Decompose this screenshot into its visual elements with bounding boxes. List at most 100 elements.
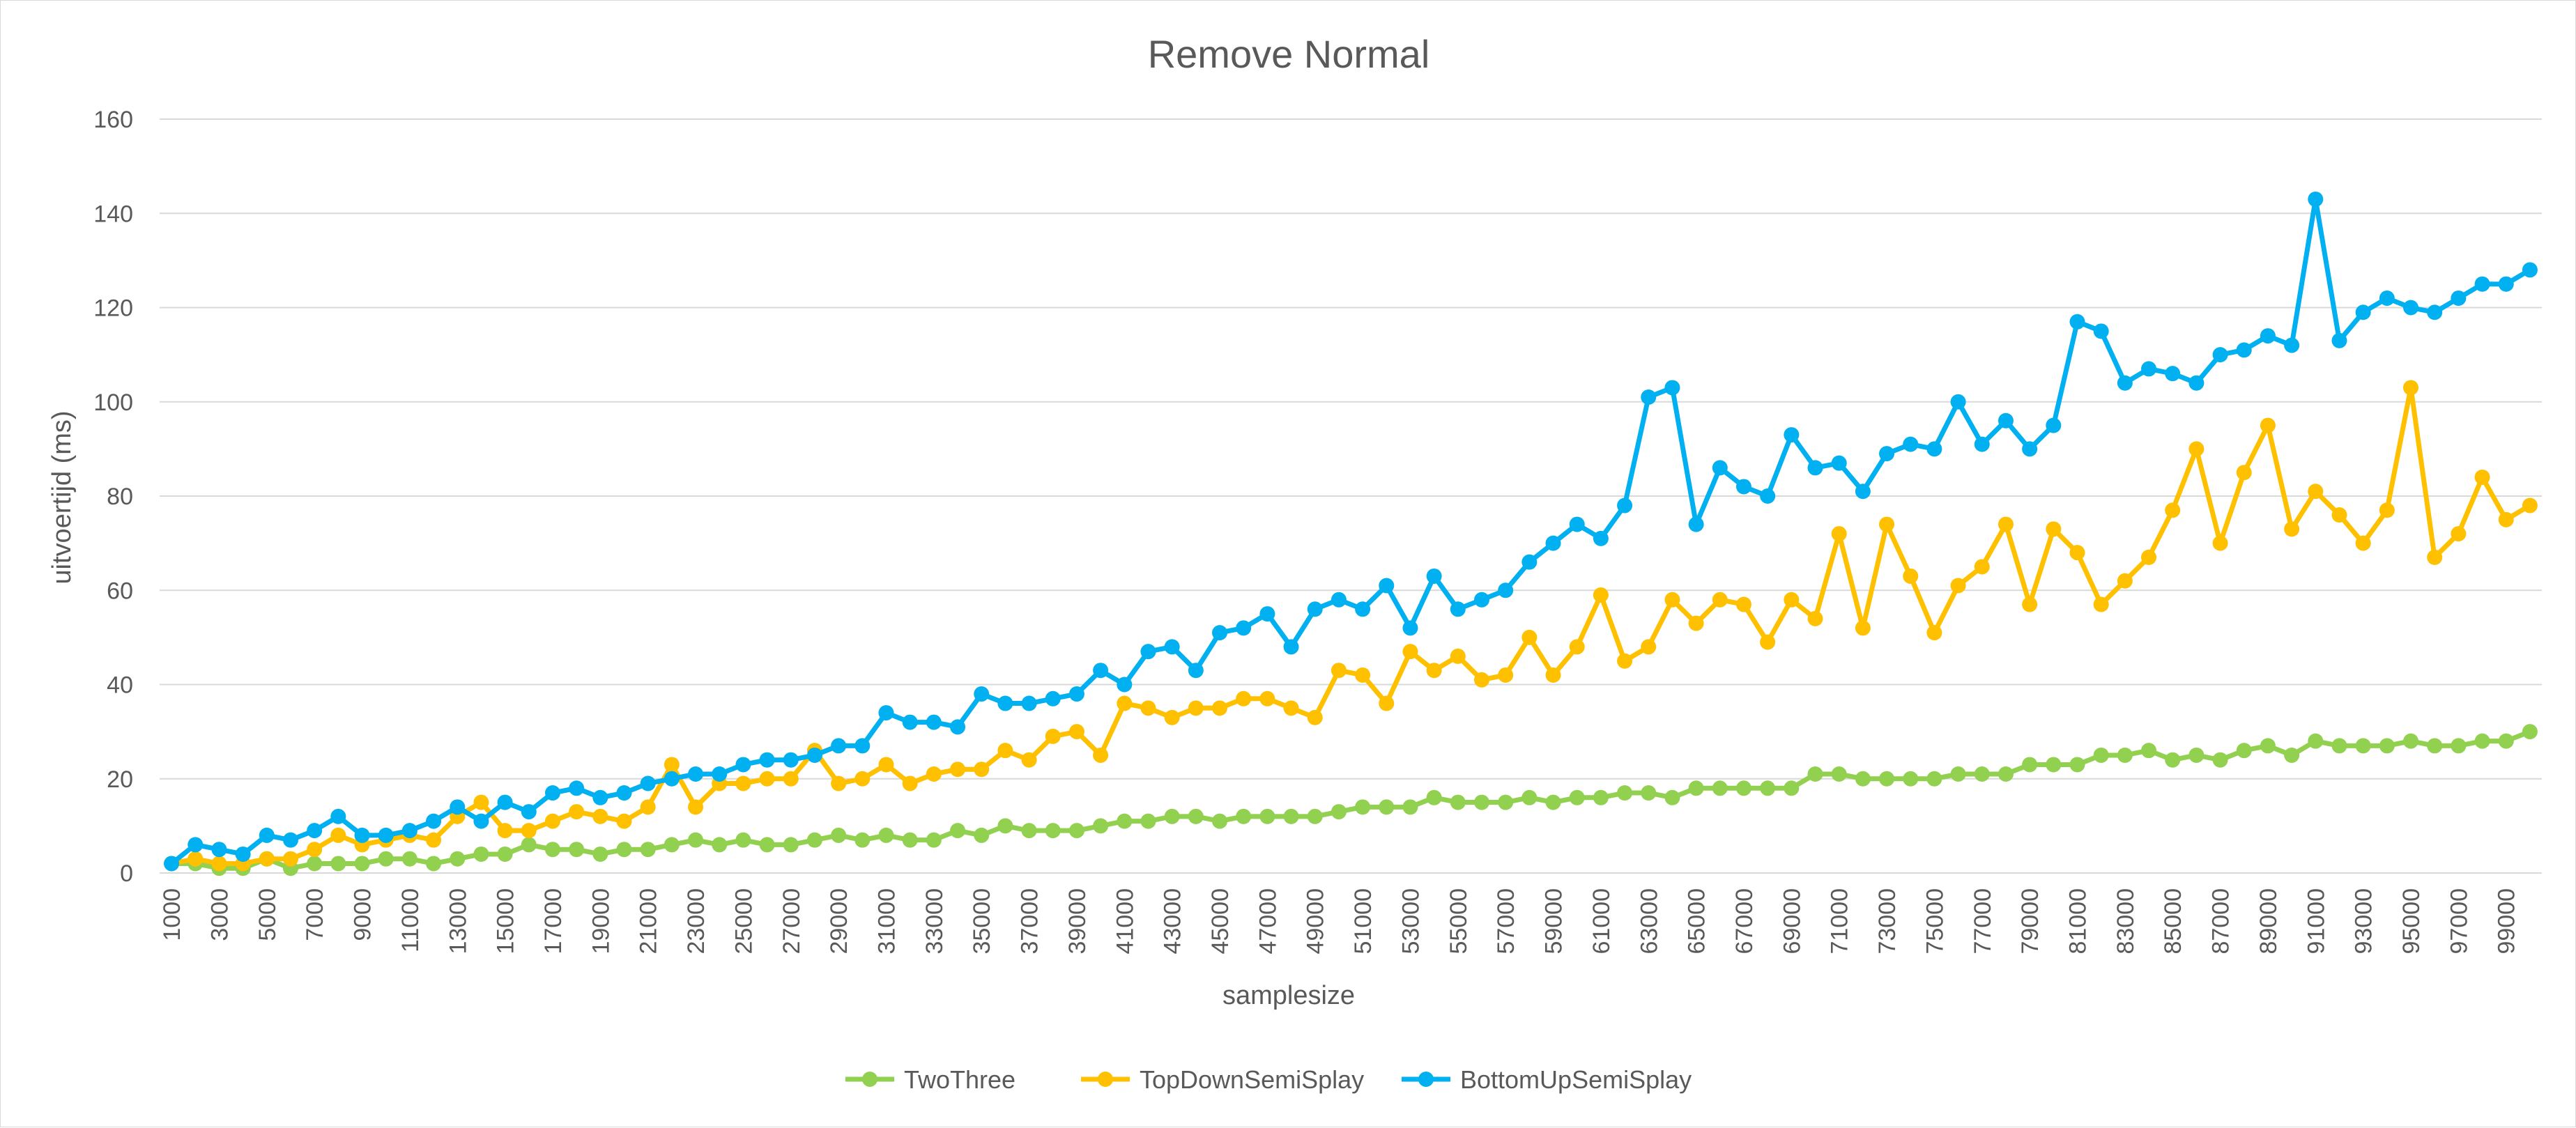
data-point-TopDownSemiSplay <box>1926 625 1942 641</box>
series-line-TopDownSemiSplay <box>169 385 2533 866</box>
data-point-TwoThree <box>450 851 466 867</box>
data-point-BottomUpSemiSplay <box>926 714 942 730</box>
data-point-BottomUpSemiSplay <box>831 738 847 754</box>
data-point-BottomUpSemiSplay <box>1926 441 1942 457</box>
data-point-BottomUpSemiSplay <box>1379 578 1395 594</box>
x-tick-label: 81000 <box>2064 888 2091 955</box>
series-TwoThree <box>164 724 2538 876</box>
data-point-TopDownSemiSplay <box>1188 700 1204 716</box>
data-point-TopDownSemiSplay <box>902 775 918 791</box>
data-point-BottomUpSemiSplay <box>1855 484 1871 500</box>
x-tick-label: 99000 <box>2494 888 2520 955</box>
data-point-BottomUpSemiSplay <box>1164 639 1180 655</box>
data-point-TwoThree <box>1569 789 1585 805</box>
data-point-BottomUpSemiSplay <box>2427 304 2443 320</box>
data-point-TwoThree <box>1712 780 1728 796</box>
data-point-TwoThree <box>1402 799 1418 815</box>
data-point-BottomUpSemiSplay <box>1045 690 1061 706</box>
data-point-TopDownSemiSplay <box>1831 526 1847 542</box>
data-point-TopDownSemiSplay <box>1998 516 2014 532</box>
data-point-TopDownSemiSplay <box>1259 690 1275 706</box>
y-tick-label: 100 <box>93 389 133 416</box>
data-point-TopDownSemiSplay <box>1164 709 1180 725</box>
legend-item-TopDownSemiSplay: TopDownSemiSplay <box>1081 1065 1364 1094</box>
data-point-TwoThree <box>1950 766 1966 782</box>
data-point-BottomUpSemiSplay <box>330 808 346 824</box>
data-point-BottomUpSemiSplay <box>259 827 275 843</box>
data-point-TopDownSemiSplay <box>783 771 799 787</box>
legend: TwoThree TopDownSemiSplay BottomUpSemiSpla… <box>845 1065 1692 1094</box>
data-point-TwoThree <box>854 832 871 848</box>
data-point-TopDownSemiSplay <box>1068 724 1084 740</box>
y-axis-tick-labels: 0 20 40 60 80 100 120 140 160 <box>93 107 133 887</box>
data-point-TwoThree <box>497 846 513 862</box>
x-tick-label: 21000 <box>636 888 662 955</box>
legend-swatch-marker <box>862 1072 877 1087</box>
data-point-BottomUpSemiSplay <box>2188 375 2205 391</box>
data-point-TopDownSemiSplay <box>2165 502 2181 518</box>
data-point-BottomUpSemiSplay <box>1140 644 1156 660</box>
x-tick-label: 33000 <box>921 888 948 955</box>
x-tick-label: 85000 <box>2160 888 2186 955</box>
data-point-BottomUpSemiSplay <box>902 714 918 730</box>
data-point-BottomUpSemiSplay <box>1331 592 1347 608</box>
data-point-BottomUpSemiSplay <box>854 738 871 754</box>
data-point-BottomUpSemiSplay <box>307 823 323 839</box>
x-tick-label: 47000 <box>1255 888 1281 955</box>
data-point-TwoThree <box>1021 823 1037 839</box>
data-point-TwoThree <box>1473 794 1489 810</box>
data-point-TwoThree <box>1974 766 1990 782</box>
data-point-TopDownSemiSplay <box>1117 695 1133 711</box>
data-point-TwoThree <box>1831 766 1847 782</box>
data-point-TopDownSemiSplay <box>211 856 227 872</box>
data-point-TwoThree <box>1903 771 1919 787</box>
data-point-BottomUpSemiSplay <box>378 827 394 843</box>
data-point-TwoThree <box>1855 771 1871 787</box>
data-point-TopDownSemiSplay <box>1473 672 1489 688</box>
data-point-TopDownSemiSplay <box>2046 521 2062 537</box>
data-point-BottomUpSemiSplay <box>1593 530 1609 546</box>
data-point-BottomUpSemiSplay <box>187 837 204 853</box>
data-point-TwoThree <box>2331 738 2347 754</box>
x-tick-label: 43000 <box>1160 888 1186 955</box>
data-point-BottomUpSemiSplay <box>282 832 298 848</box>
x-tick-label: 29000 <box>826 888 852 955</box>
data-point-TwoThree <box>1593 789 1609 805</box>
data-point-BottomUpSemiSplay <box>2308 191 2324 207</box>
data-point-BottomUpSemiSplay <box>2474 276 2490 292</box>
data-point-TopDownSemiSplay <box>1545 667 1561 683</box>
data-point-TopDownSemiSplay <box>2427 549 2443 565</box>
data-point-BottomUpSemiSplay <box>783 752 799 768</box>
data-point-BottomUpSemiSplay <box>1641 389 1657 405</box>
data-point-BottomUpSemiSplay <box>735 757 751 773</box>
data-point-TwoThree <box>2046 757 2062 773</box>
data-point-BottomUpSemiSplay <box>473 813 489 829</box>
x-tick-label: 87000 <box>2208 888 2234 955</box>
x-tick-label: 63000 <box>1636 888 1662 955</box>
data-point-TopDownSemiSplay <box>1760 634 1776 650</box>
x-tick-label: 17000 <box>540 888 567 955</box>
data-point-BottomUpSemiSplay <box>2022 441 2038 457</box>
data-point-TopDownSemiSplay <box>2308 484 2324 500</box>
data-point-TopDownSemiSplay <box>282 851 298 867</box>
data-point-TwoThree <box>1093 818 1109 834</box>
data-point-BottomUpSemiSplay <box>1688 516 1704 532</box>
data-point-TopDownSemiSplay <box>2093 596 2109 612</box>
x-tick-label: 65000 <box>1684 888 1710 955</box>
data-point-TopDownSemiSplay <box>759 771 775 787</box>
data-point-TopDownSemiSplay <box>1974 559 1990 575</box>
data-point-TwoThree <box>902 832 918 848</box>
data-point-TwoThree <box>2260 738 2276 754</box>
data-point-TwoThree <box>2522 724 2538 740</box>
y-tick-label: 160 <box>93 107 133 133</box>
data-point-TopDownSemiSplay <box>1688 615 1704 631</box>
x-tick-label: 73000 <box>1874 888 1901 955</box>
legend-label: TwoThree <box>904 1065 1015 1094</box>
data-point-TwoThree <box>1164 808 1180 824</box>
data-point-TopDownSemiSplay <box>1784 592 1800 608</box>
data-point-TopDownSemiSplay <box>1521 629 1538 645</box>
data-point-BottomUpSemiSplay <box>544 785 560 801</box>
data-point-TopDownSemiSplay <box>2355 535 2371 551</box>
data-point-TopDownSemiSplay <box>1283 700 1299 716</box>
data-point-TopDownSemiSplay <box>1307 709 1323 725</box>
